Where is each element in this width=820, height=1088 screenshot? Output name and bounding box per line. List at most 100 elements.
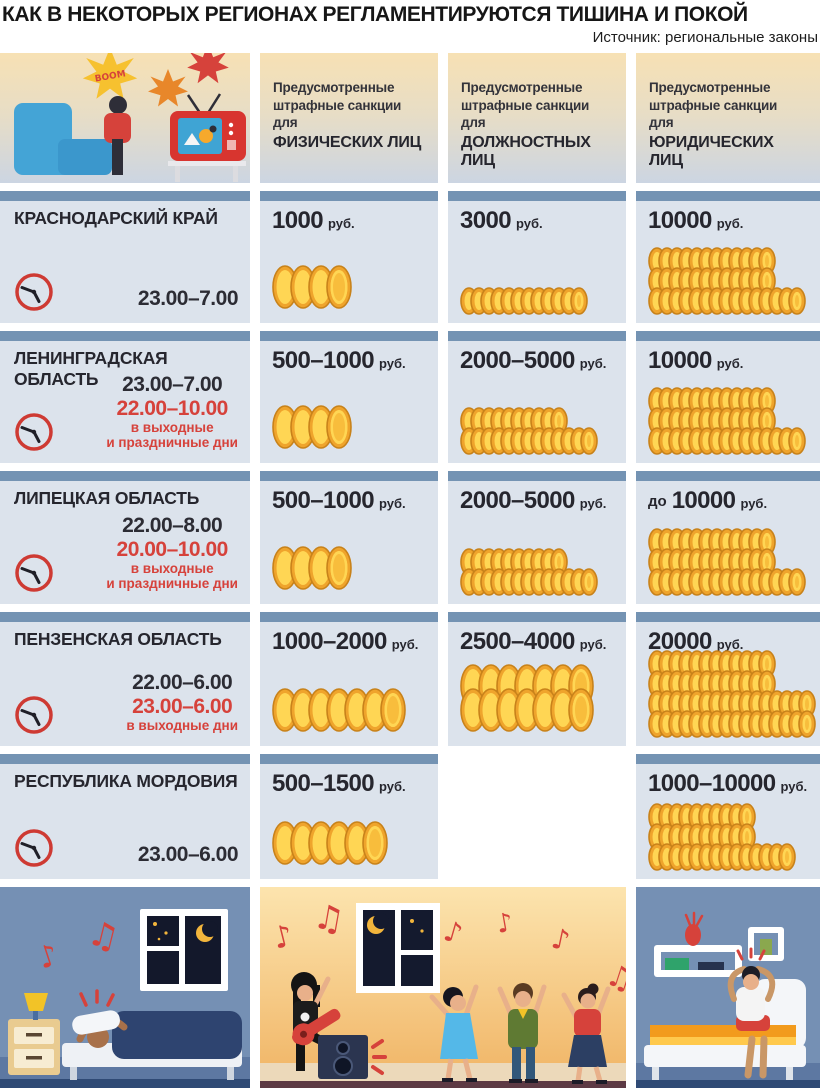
man-leg <box>744 1035 756 1079</box>
dancer-arm <box>429 994 451 1018</box>
man-head <box>743 974 759 991</box>
fine-amount-line: 500–1500 руб. <box>272 772 438 796</box>
floor-shadow <box>0 1079 250 1088</box>
star-icon <box>153 922 157 927</box>
annoyance-mark <box>79 992 88 1007</box>
pants-leg <box>512 1047 521 1081</box>
fine-currency: руб. <box>716 356 744 372</box>
man-leg <box>759 1035 768 1079</box>
coin-stack-icon <box>647 527 807 597</box>
clock-icon <box>13 271 55 313</box>
cell-top-bar <box>448 331 626 342</box>
starburst-icon <box>187 53 229 84</box>
fine-currency: руб. <box>579 496 607 512</box>
table-leg <box>175 166 180 183</box>
party-illustration: ♪ ♫ ♪ ♪ ♪ ♫ <box>260 887 626 1088</box>
quiet-hours-weekdays: 23.00–7.00 <box>122 373 223 397</box>
fine-value: 1000–2000 <box>272 628 387 656</box>
region-name: ПЕНЗЕНСКАЯ ОБЛАСТЬ <box>14 629 222 650</box>
dancer-arm <box>561 992 579 1020</box>
red-top <box>574 1009 601 1038</box>
fine-value: 10000 <box>648 207 712 235</box>
dancer-arm <box>595 986 611 1018</box>
cell-top-bar <box>636 471 820 482</box>
shoe <box>572 1080 583 1085</box>
fine-cell-officials: 2000–5000 руб. <box>448 331 626 464</box>
books <box>698 962 724 971</box>
guitarist-head <box>297 985 313 1002</box>
tv-room-illustration: BOOM <box>14 53 246 183</box>
cell-top-bar <box>0 191 250 202</box>
dancer-head <box>515 991 531 1008</box>
speaker-cone <box>333 1056 353 1077</box>
coin-stack-icon <box>271 404 353 450</box>
annoyance-mark <box>758 949 766 961</box>
fine-value: 500–1000 <box>272 347 375 375</box>
quiet-hours-block: 23.00–6.00 <box>138 843 239 867</box>
lamp <box>24 993 48 1012</box>
region-name: ЛИПЕЦКАЯ ОБЛАСТЬ <box>14 488 200 509</box>
cell-top-bar <box>636 331 820 342</box>
cell-top-bar <box>260 191 438 202</box>
viewer-legs <box>112 139 123 176</box>
fine-amount-line: 1000–2000 руб. <box>272 630 438 654</box>
fine-value: 10000 <box>671 487 736 515</box>
quiet-hours-weekend: 22.00–10.00 <box>116 397 229 421</box>
coin-stack-icon <box>647 649 817 739</box>
fine-amount-line: 10000 руб. <box>648 209 820 233</box>
guitarist-leg <box>296 1035 305 1072</box>
fine-amount-line: 1000 руб. <box>272 209 438 233</box>
guitarist-hair-long <box>293 985 301 1014</box>
bed-leg <box>652 1067 659 1081</box>
coin-stack-icon <box>647 246 807 316</box>
clock-icon <box>13 411 55 453</box>
fine-value: 2500–4000 <box>460 628 575 656</box>
bed-base <box>644 1045 806 1068</box>
fine-prefix: до <box>648 493 667 511</box>
coin-stack-icon <box>459 663 595 733</box>
tv-table <box>168 161 246 167</box>
sound-mark <box>371 1065 384 1076</box>
cell-top-bar <box>448 191 626 202</box>
shoe <box>442 1078 453 1083</box>
fine-amount-line: 2500–4000 руб. <box>460 630 626 654</box>
man-arm <box>727 966 747 1003</box>
column-header-emphasis: ЮРИДИЧЕСКИХ ЛИЦ <box>649 133 774 169</box>
cell-top-bar <box>260 612 438 623</box>
fine-amount-line: 2000–5000 руб. <box>460 349 626 373</box>
fine-currency: руб. <box>391 637 419 653</box>
cell-top-bar <box>636 191 820 202</box>
dancer-leg <box>462 1058 473 1080</box>
cell-top-bar <box>260 331 438 342</box>
cell-top-bar <box>260 754 438 765</box>
fine-currency: руб. <box>378 356 406 372</box>
bed-leg <box>227 1067 234 1081</box>
skull-print <box>300 1012 310 1022</box>
fine-value: 500–1000 <box>272 487 375 515</box>
viewer-head <box>109 96 127 115</box>
lamp-stand <box>33 1011 38 1021</box>
cell-top-bar <box>0 331 250 342</box>
illustration-sleeper: ♪ ♫ <box>0 887 250 1088</box>
floor-shadow <box>260 1081 626 1088</box>
cell-top-bar <box>448 471 626 482</box>
coin-stack-icon <box>647 386 807 456</box>
dancer-leg <box>445 1058 454 1080</box>
infographic-page: КАК В НЕКОТОРЫХ РЕГИОНАХ РЕГЛАМЕНТИРУЮТС… <box>0 3 820 1088</box>
fine-amount-line: 3000 руб. <box>460 209 626 233</box>
column-header-individuals: Предусмотренные штрафные санкции для ФИЗ… <box>260 53 438 184</box>
bottom-illustrations: ♪ ♫ <box>0 887 820 1088</box>
star-icon <box>410 919 414 924</box>
fine-value: 2000–5000 <box>460 487 575 515</box>
quiet-hours-weekdays: 22.00–6.00 <box>132 670 233 694</box>
collar <box>518 1009 528 1020</box>
empty-cell <box>448 754 626 879</box>
fine-amount-line: 20000 руб. <box>648 630 820 654</box>
fine-currency: руб. <box>328 216 355 232</box>
guitarist-hair-long <box>313 985 320 1008</box>
floor-shadow <box>636 1080 820 1088</box>
fine-amount-line: 10000 руб. <box>648 349 820 373</box>
region-name: РЕСПУБЛИКА МОРДОВИЯ <box>14 771 238 792</box>
quiet-hours-weekdays: 23.00–7.00 <box>137 286 239 310</box>
region-name: ЛЕНИНГРАДСКАЯ ОБЛАСТЬ <box>14 348 168 390</box>
